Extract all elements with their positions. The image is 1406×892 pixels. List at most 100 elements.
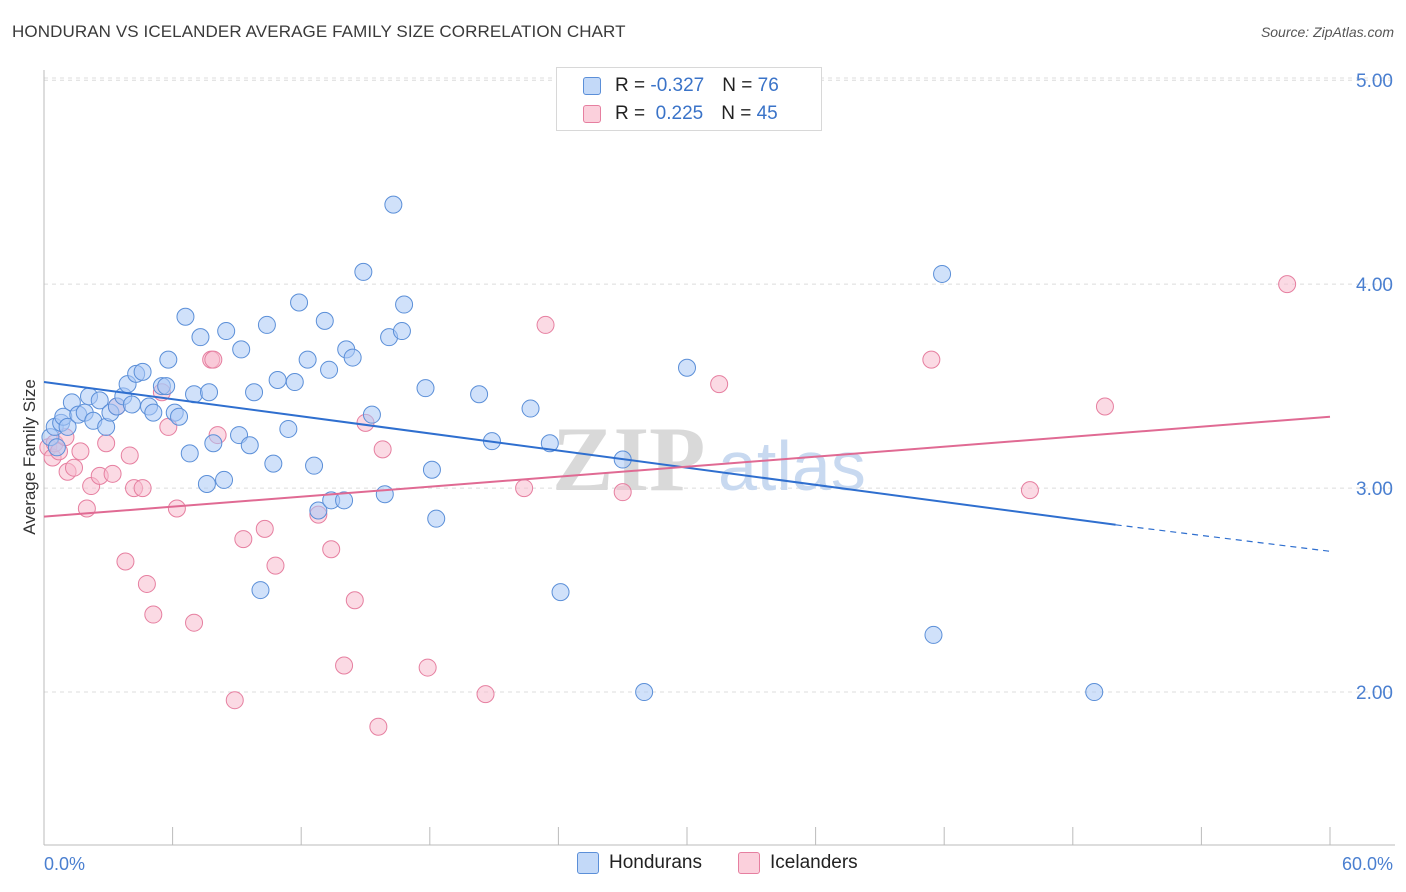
hondurans-point xyxy=(392,322,411,341)
series-legend: Hondurans Icelanders xyxy=(0,852,1406,878)
icelanders-point xyxy=(322,540,341,559)
hondurans-point xyxy=(305,456,324,475)
hondurans-point xyxy=(551,583,570,602)
hondurans-point xyxy=(200,383,219,402)
hondurans-point xyxy=(1085,683,1104,702)
y-tick-labels: 2.00 3.00 4.00 5.00 xyxy=(1356,71,1393,704)
legend-item-icelanders[interactable]: Icelanders xyxy=(738,852,858,874)
legend-item-hondurans[interactable]: Hondurans xyxy=(577,852,702,874)
hondurans-trend-extension xyxy=(1115,524,1331,552)
hondurans-point xyxy=(354,262,373,281)
legend-row-icelanders: R = 0.225 N = 45 xyxy=(583,101,778,127)
icelanders-point xyxy=(97,434,116,453)
hondurans-point xyxy=(257,315,276,334)
hondurans-point xyxy=(635,683,654,702)
hondurans-point xyxy=(215,470,234,489)
legend-r-label: R = xyxy=(615,103,651,124)
icelanders-point xyxy=(1095,397,1114,416)
hondurans-point xyxy=(197,475,216,494)
hondurans-point xyxy=(422,460,441,479)
icelanders-point xyxy=(515,479,534,498)
chart-title: HONDURAN VS ICELANDER AVERAGE FAMILY SIZ… xyxy=(12,22,626,41)
hondurans-point xyxy=(240,436,259,455)
icelanders-point xyxy=(536,315,555,334)
hondurans-point xyxy=(395,295,414,314)
hondurans-point xyxy=(204,434,223,453)
hondurans-point xyxy=(416,379,435,398)
hondurans-point xyxy=(298,350,317,369)
legend-n-value: 45 xyxy=(756,103,778,124)
icelanders-point xyxy=(133,479,152,498)
icelanders-point xyxy=(225,691,244,710)
legend-row-hondurans: R = -0.327 N = 76 xyxy=(583,73,779,99)
icelanders-point xyxy=(335,656,354,675)
icelanders-point xyxy=(710,375,729,394)
legend-swatch-hondurans xyxy=(583,77,601,95)
hondurans-point xyxy=(924,625,943,644)
hondurans-point xyxy=(362,405,381,424)
hondurans-point xyxy=(290,293,309,312)
hondurans-point xyxy=(133,362,152,381)
hondurans-point xyxy=(470,385,489,404)
hondurans-point xyxy=(268,371,287,389)
hondurans-point xyxy=(159,350,178,369)
hondurans-trend-line xyxy=(43,381,1116,526)
legend-n-label: N = xyxy=(722,75,758,96)
hondurans-point xyxy=(335,491,354,510)
icelanders-point xyxy=(167,499,186,518)
hondurans-point xyxy=(58,417,77,436)
hondurans-point xyxy=(315,311,334,330)
y-tick-label: 5.00 xyxy=(1356,71,1393,92)
hondurans-point xyxy=(521,399,540,418)
y-tick-label: 2.00 xyxy=(1356,683,1393,704)
x-tick-label-min: 0.0% xyxy=(44,854,85,874)
hondurans-point xyxy=(180,444,199,463)
hondurans-point xyxy=(427,509,446,528)
hondurans-point xyxy=(144,403,163,422)
legend-n-label: N = xyxy=(721,103,757,124)
legend-swatch-icelanders xyxy=(738,852,760,874)
hondurans-point xyxy=(320,360,339,379)
hondurans-point xyxy=(343,348,362,367)
y-axis-label: Average Family Size xyxy=(20,379,39,535)
legend-swatch-hondurans xyxy=(577,852,599,874)
icelanders-point xyxy=(1020,481,1039,500)
icelanders-point xyxy=(476,685,495,704)
icelanders-point xyxy=(144,605,163,624)
hondurans-point xyxy=(122,395,141,414)
stats-legend: R = -0.327 N = 76 R = 0.225 N = 45 xyxy=(556,67,822,131)
x-tick-label-max: 60.0% xyxy=(1342,854,1393,874)
hondurans-point xyxy=(309,501,328,520)
source-credit: Source: ZipAtlas.com xyxy=(1260,24,1394,40)
hondurans-point xyxy=(217,322,236,341)
legend-r-value: 0.225 xyxy=(650,103,704,124)
watermark-atlas: atlas xyxy=(718,427,866,505)
hondurans-point xyxy=(678,358,696,377)
icelanders-point xyxy=(1278,275,1297,294)
hondurans-point xyxy=(384,195,403,214)
trend-lines xyxy=(43,381,1331,552)
y-tick-label: 4.00 xyxy=(1356,275,1393,296)
icelanders-point xyxy=(234,530,253,549)
hondurans-point xyxy=(264,454,283,473)
legend-r-value: -0.327 xyxy=(650,75,705,96)
icelanders-point xyxy=(185,613,204,632)
legend-label-icelanders: Icelanders xyxy=(770,852,858,873)
icelanders-trend-line xyxy=(43,415,1331,518)
hondurans-point xyxy=(232,340,251,359)
legend-swatch-icelanders xyxy=(583,105,601,123)
x-tick-labels: 0.0% 60.0% xyxy=(44,854,1393,874)
legend-r-label: R = xyxy=(615,75,651,96)
hondurans-point xyxy=(540,434,559,453)
hondurans-point xyxy=(251,581,270,600)
y-tick-label: 3.00 xyxy=(1356,479,1393,500)
legend-label-hondurans: Hondurans xyxy=(609,852,702,873)
hondurans-point xyxy=(375,485,394,504)
hondurans-point xyxy=(191,328,210,347)
hondurans-point xyxy=(285,373,304,392)
icelanders-point xyxy=(373,440,392,459)
watermark: ZIP atlas xyxy=(552,408,866,510)
icelanders-point xyxy=(613,483,632,502)
hondurans-point xyxy=(170,407,189,426)
